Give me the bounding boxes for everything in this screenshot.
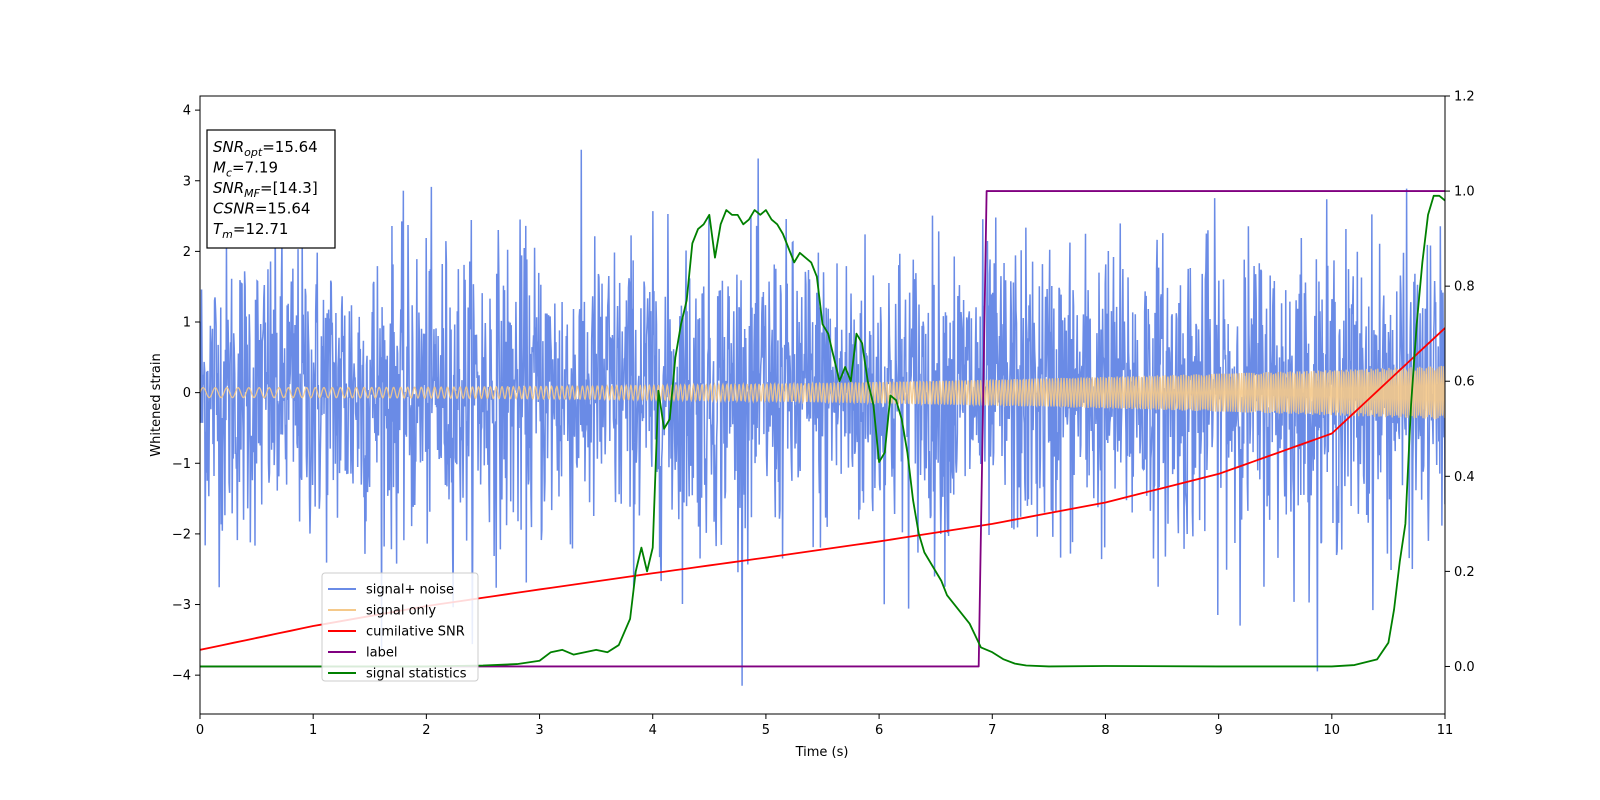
y2-tick-label: 1.0 [1454, 185, 1475, 200]
y-tick-label: 2 [183, 245, 191, 260]
legend-label: signal+ noise [366, 583, 454, 598]
y2-tick-label: 0.8 [1454, 280, 1475, 295]
annotation-frame [206, 129, 336, 249]
x-axis-label: Time (s) [795, 745, 849, 760]
legend-frame [321, 572, 479, 682]
legend-label: cumilative SNR [366, 625, 465, 640]
x-tick-label: 7 [988, 723, 996, 738]
annotation-box: SNRopt=15.64Mc=7.19SNRMF=[14.3]CSNR=15.6… [206, 129, 336, 249]
annotation-line: Tm=12.71 [213, 220, 288, 241]
y2-tick-label: 0.2 [1454, 565, 1475, 580]
x-tick-label: 9 [1214, 723, 1222, 738]
annotation-line: SNRMF=[14.3] [213, 179, 318, 200]
x-tick-label: 5 [762, 723, 770, 738]
legend-label: signal statistics [366, 667, 467, 682]
x-tick-label: 2 [422, 723, 430, 738]
annotation-line: SNRopt=15.64 [213, 138, 318, 159]
y-tick-label: 3 [183, 174, 191, 189]
x-tick-label: 4 [649, 723, 657, 738]
plot-frame [199, 95, 1446, 715]
x-tick-label: 0 [196, 723, 204, 738]
x-tick-label: 1 [309, 723, 317, 738]
y-axis-label: Whitened strain [149, 353, 164, 456]
series-line [200, 149, 1445, 686]
y-tick-label: 0 [183, 386, 191, 401]
series-signal-only [200, 365, 1445, 420]
series-line [200, 194, 1445, 668]
annotation-lines: SNRopt=15.64Mc=7.19SNRMF=[14.3]CSNR=15.6… [213, 138, 318, 241]
y2-tick-label: 0.0 [1454, 660, 1475, 675]
annotation-line: Mc=7.19 [213, 159, 278, 180]
series-signal-noise [200, 149, 1445, 686]
y-tick-label: −3 [172, 598, 191, 613]
y2-tick-label: 0.4 [1454, 470, 1475, 485]
series-line [200, 365, 1445, 420]
y-axis-right: 0.0 0.2 0.4 0.6 0.8 1.0 1.2 [1445, 90, 1475, 675]
x-axis: 0 1 2 3 4 5 6 7 8 9 10 11 [196, 714, 1453, 738]
y-tick-label: 4 [183, 104, 191, 119]
legend-items: signal+ noise signal only cumilative SNR la… [328, 583, 467, 682]
y2-tick-label: 1.2 [1454, 90, 1475, 105]
x-tick-label: 11 [1437, 723, 1454, 738]
x-tick-label: 8 [1101, 723, 1109, 738]
x-tick-label: 3 [535, 723, 543, 738]
x-tick-label: 10 [1324, 723, 1341, 738]
legend: signal+ noise signal only cumilative SNR la… [321, 572, 479, 682]
y-tick-label: 1 [183, 316, 191, 331]
y-tick-label: −2 [172, 527, 191, 542]
series-signal-statistics [200, 194, 1445, 668]
legend-label: signal only [366, 604, 436, 619]
y-axis-left: −4 −3 −2 −1 0 1 2 3 4 [172, 104, 200, 684]
y2-tick-label: 0.6 [1454, 375, 1475, 390]
y-tick-label: −1 [172, 457, 191, 472]
x-tick-label: 6 [875, 723, 883, 738]
series-line [200, 190, 1445, 668]
series-layer [200, 149, 1445, 686]
annotation-line: CSNR=15.64 [213, 200, 310, 218]
y-tick-label: −4 [172, 669, 191, 684]
series-label [200, 190, 1445, 668]
legend-label: label [366, 646, 397, 661]
